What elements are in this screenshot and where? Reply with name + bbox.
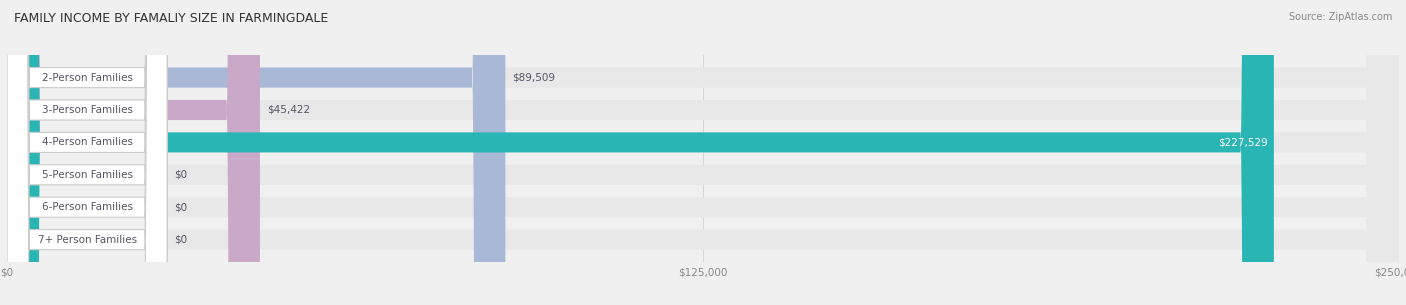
FancyBboxPatch shape: [7, 0, 1399, 305]
FancyBboxPatch shape: [7, 0, 167, 305]
FancyBboxPatch shape: [7, 0, 167, 305]
FancyBboxPatch shape: [7, 0, 1399, 305]
Text: 5-Person Families: 5-Person Families: [42, 170, 132, 180]
Text: 3-Person Families: 3-Person Families: [42, 105, 132, 115]
Text: FAMILY INCOME BY FAMALIY SIZE IN FARMINGDALE: FAMILY INCOME BY FAMALIY SIZE IN FARMING…: [14, 12, 329, 25]
FancyBboxPatch shape: [7, 0, 167, 305]
Text: 7+ Person Families: 7+ Person Families: [38, 235, 136, 245]
Text: $89,509: $89,509: [512, 73, 555, 83]
Text: 6-Person Families: 6-Person Families: [42, 202, 132, 212]
FancyBboxPatch shape: [7, 0, 1274, 305]
FancyBboxPatch shape: [7, 0, 1399, 305]
FancyBboxPatch shape: [7, 0, 1399, 305]
FancyBboxPatch shape: [7, 0, 167, 305]
Text: 2-Person Families: 2-Person Families: [42, 73, 132, 83]
FancyBboxPatch shape: [7, 0, 1399, 305]
Text: $227,529: $227,529: [1219, 137, 1268, 147]
Text: Source: ZipAtlas.com: Source: ZipAtlas.com: [1288, 12, 1392, 22]
FancyBboxPatch shape: [7, 0, 167, 305]
FancyBboxPatch shape: [7, 0, 167, 305]
FancyBboxPatch shape: [7, 0, 1399, 305]
Text: $0: $0: [174, 202, 187, 212]
Text: $0: $0: [174, 235, 187, 245]
FancyBboxPatch shape: [7, 0, 505, 305]
FancyBboxPatch shape: [7, 0, 260, 305]
Text: 4-Person Families: 4-Person Families: [42, 137, 132, 147]
Text: $45,422: $45,422: [267, 105, 309, 115]
Text: $0: $0: [174, 170, 187, 180]
